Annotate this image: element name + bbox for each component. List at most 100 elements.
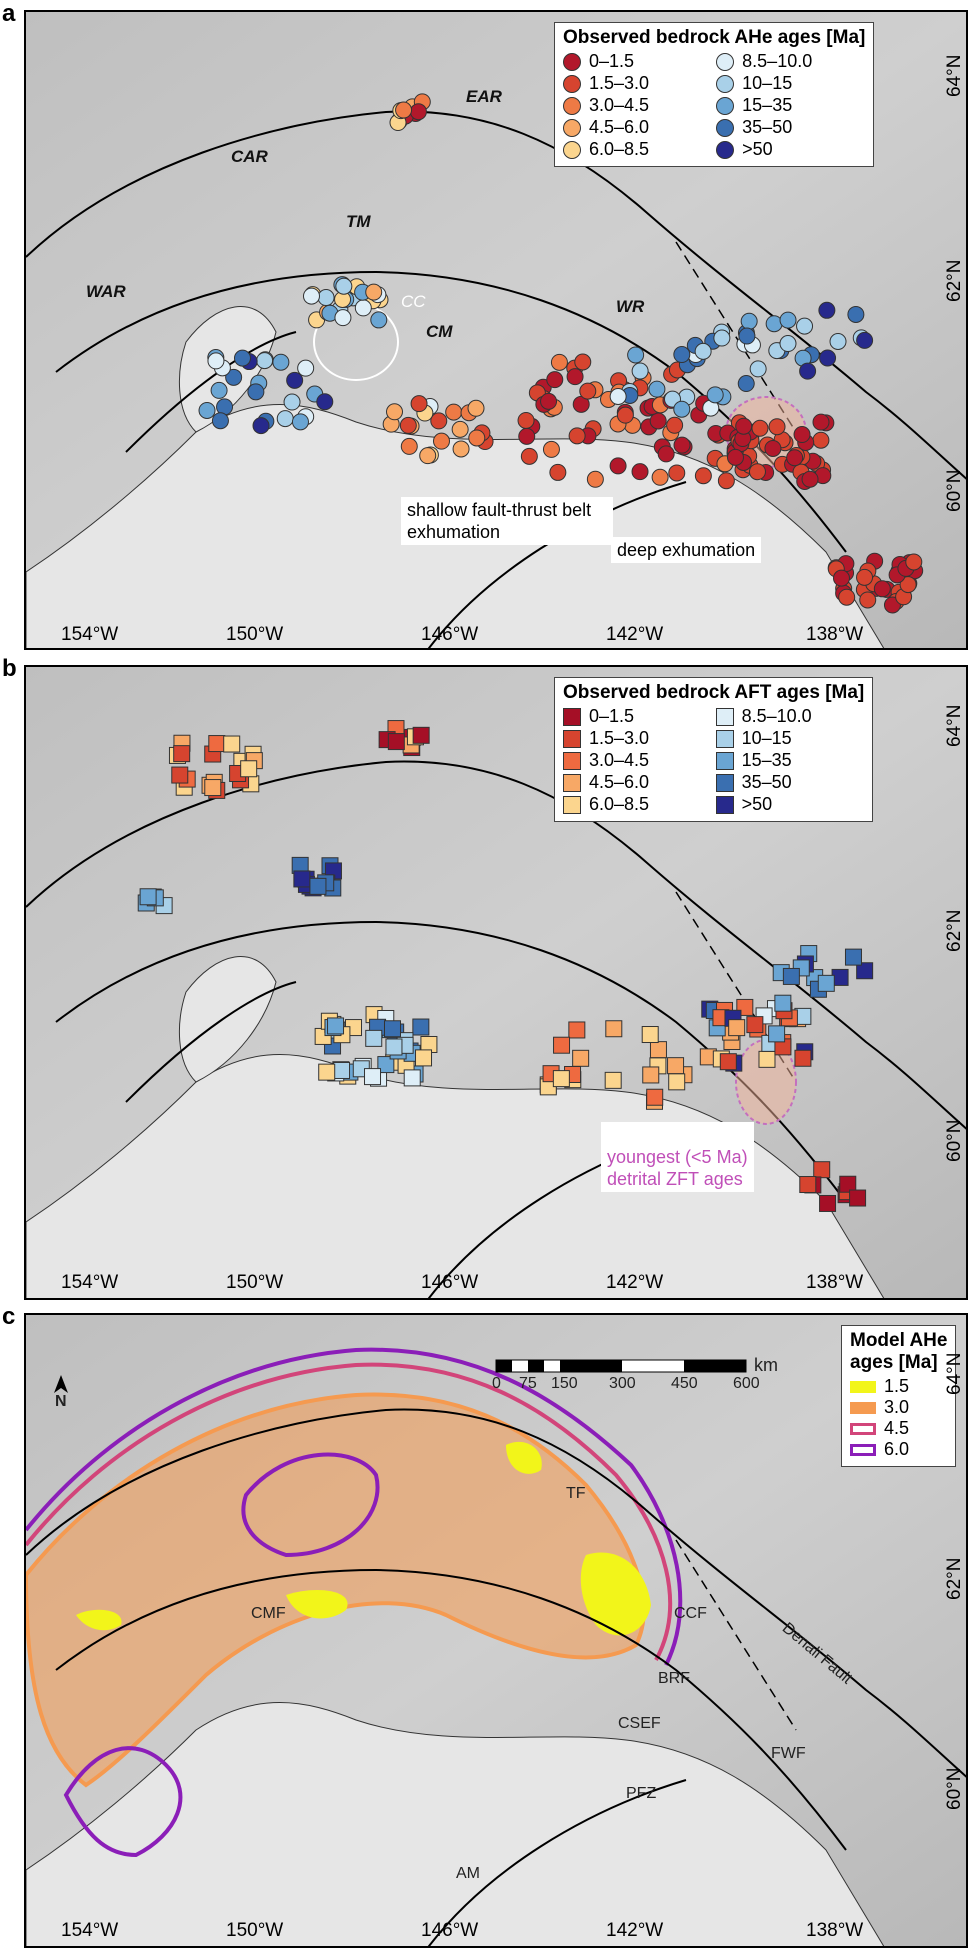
sample-marker — [768, 1025, 786, 1043]
legend-label: 8.5–10.0 — [741, 706, 812, 726]
sample-marker — [412, 1018, 430, 1036]
legend-symbol — [850, 1443, 876, 1456]
legend-label: 0–1.5 — [589, 706, 635, 726]
legend-symbol — [563, 773, 581, 792]
legend-symbol — [715, 795, 734, 814]
sample-marker — [812, 431, 830, 449]
sample-marker — [642, 1066, 660, 1084]
legend-item: >50 — [715, 794, 865, 815]
sample-marker — [746, 1016, 764, 1034]
legend-symbol — [563, 118, 581, 137]
legend-model-ahe: Model AHe ages [Ma] 1.5 3.0 4.5 6.0 — [841, 1325, 957, 1467]
sample-marker — [395, 101, 413, 119]
legend-item: 4.5–6.0 — [563, 117, 702, 138]
legend-item: 35–50 — [715, 772, 865, 793]
sample-marker — [774, 994, 792, 1012]
legend-item: 3.0 — [850, 1397, 947, 1418]
sample-marker — [225, 368, 243, 386]
sample-marker — [819, 349, 837, 367]
legend-item: 15–35 — [715, 750, 865, 771]
sample-marker — [173, 745, 191, 763]
sample-marker — [552, 1070, 570, 1088]
lon-label: 146°W — [421, 624, 479, 645]
panel-b-label: b — [2, 655, 17, 682]
legend-symbol — [563, 74, 581, 93]
legend-item: 1.5–3.0 — [563, 728, 702, 749]
legend-item: 1.5 — [850, 1376, 947, 1397]
panel-b-map: youngest (<5 Ma) detrital ZFT ages Obser… — [24, 665, 968, 1300]
legend-symbol — [716, 52, 735, 71]
sample-marker — [726, 448, 744, 466]
legend-label: 10–15 — [741, 728, 792, 748]
sample-marker — [223, 735, 241, 753]
sample-marker — [409, 103, 427, 121]
region-cc: CC — [401, 292, 426, 311]
panel-a-label: a — [2, 0, 16, 27]
lon-label: 146°W — [421, 1272, 479, 1293]
sample-marker — [468, 429, 486, 447]
lat-label: 60°N — [944, 1119, 965, 1162]
sample-marker — [410, 395, 428, 413]
fault-pfz: PFZ — [626, 1785, 657, 1802]
fault-cmf: CMF — [251, 1605, 286, 1622]
sample-marker — [283, 393, 301, 411]
sample-marker — [605, 1020, 623, 1038]
fault-brf: BRF — [658, 1670, 690, 1687]
region-car: CAR — [231, 147, 268, 166]
sample-marker — [430, 412, 448, 430]
sample-marker — [694, 342, 712, 360]
legend-symbol — [563, 729, 581, 748]
legend-item: 6.0–8.5 — [563, 794, 702, 815]
sample-marker — [335, 277, 353, 295]
legend-item: 15–35 — [716, 95, 865, 116]
sample-marker — [415, 1049, 433, 1067]
sample-marker — [309, 877, 327, 895]
scale-tick: 150 — [551, 1375, 578, 1392]
legend-symbol — [850, 1401, 876, 1414]
scale-unit: km — [754, 1355, 778, 1375]
lat-label: 64°N — [944, 1352, 965, 1395]
sample-marker — [208, 735, 226, 753]
sample-marker — [609, 457, 627, 475]
legend-label: 0–1.5 — [589, 51, 635, 71]
legend-item: 35–50 — [716, 117, 865, 138]
sample-marker — [198, 401, 216, 419]
legend-title: Observed bedrock AFT ages [Ma] — [563, 682, 865, 703]
legend-ahe: Observed bedrock AHe ages [Ma] 0–1.5 8.5–… — [554, 22, 875, 167]
region-war: WAR — [86, 282, 126, 301]
sample-marker — [799, 1176, 817, 1194]
sample-marker — [579, 382, 597, 400]
legend-symbol — [716, 118, 735, 137]
legend-symbol — [716, 140, 735, 159]
sample-marker — [856, 568, 874, 586]
sample-marker — [451, 420, 469, 438]
legend-symbol — [563, 707, 581, 726]
legend-title: Observed bedrock AHe ages [Ma] — [563, 27, 866, 48]
sample-marker — [432, 432, 450, 450]
legend-label: 3.0–4.5 — [589, 750, 650, 770]
legend-symbol — [850, 1380, 876, 1393]
sample-marker — [204, 779, 222, 797]
sample-marker — [616, 406, 634, 424]
sample-marker — [649, 412, 667, 430]
sample-marker — [272, 353, 290, 371]
sample-marker — [546, 371, 564, 389]
sample-marker — [847, 305, 865, 323]
lon-label: 142°W — [606, 1272, 664, 1293]
sample-marker — [728, 1019, 746, 1037]
lat-label: 60°N — [944, 1767, 965, 1810]
sample-marker — [905, 553, 923, 571]
lon-label: 154°W — [61, 1920, 119, 1941]
sample-marker — [302, 287, 320, 305]
legend-item: 8.5–10.0 — [715, 706, 865, 727]
legend-item: 4.5 — [850, 1418, 947, 1439]
sample-marker — [856, 962, 874, 980]
sample-marker — [796, 317, 814, 335]
sample-marker — [568, 427, 586, 445]
sample-marker — [383, 1020, 401, 1038]
sample-marker — [276, 410, 294, 428]
lon-label: 138°W — [806, 624, 864, 645]
sample-marker — [799, 362, 817, 380]
sample-marker — [553, 1036, 571, 1054]
sample-marker — [779, 335, 797, 353]
